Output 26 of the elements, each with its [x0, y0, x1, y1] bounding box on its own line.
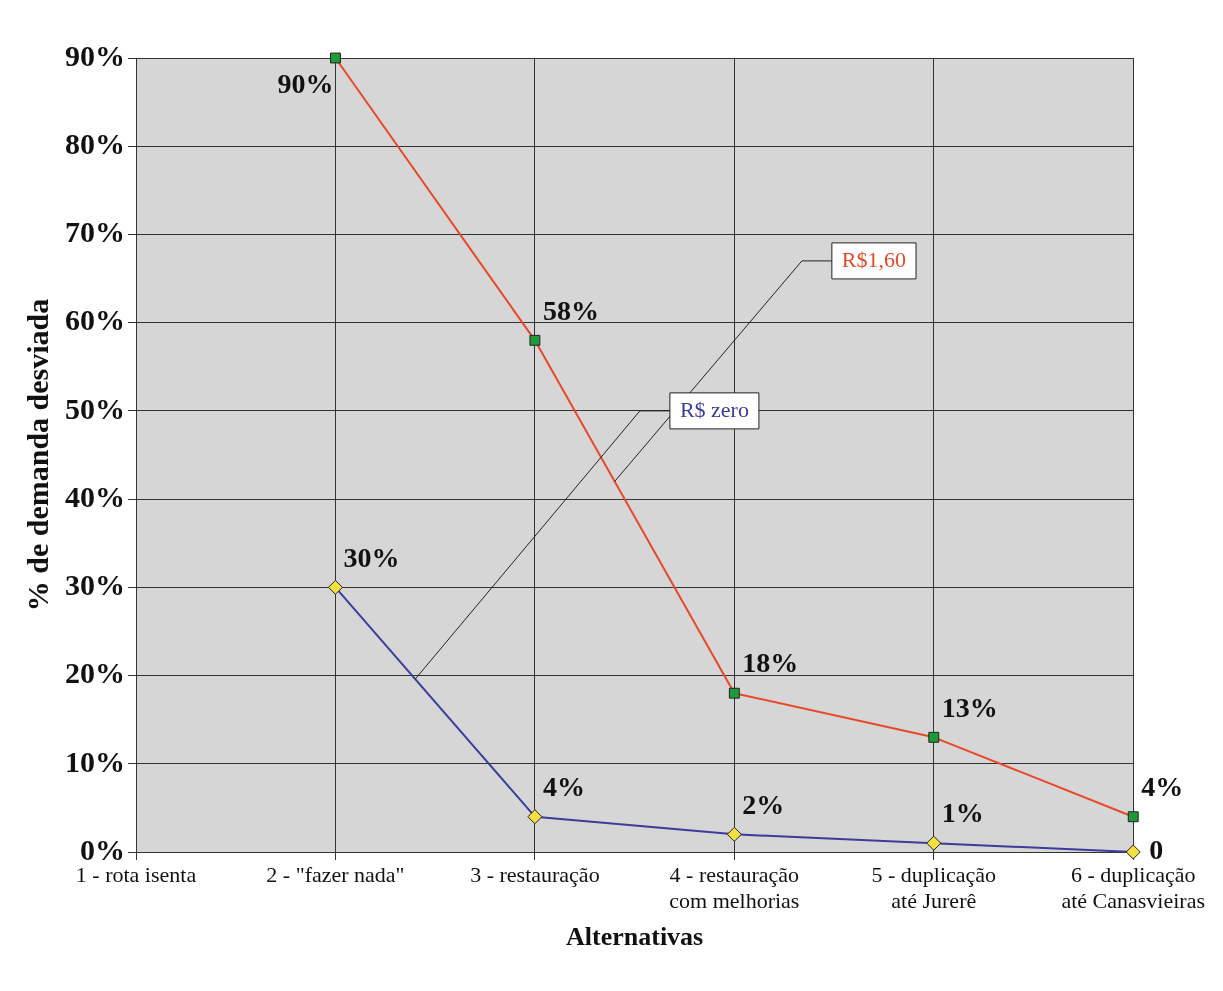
y-tick-label: 10%	[65, 744, 125, 778]
x-tick-label: 5 - duplicação até Jurerê	[871, 861, 997, 914]
y-tick-label: 40%	[65, 479, 125, 513]
data-label: 4%	[542, 770, 585, 802]
y-tick-label: 70%	[65, 215, 125, 249]
x-tick-label: 4 - restauração com melhorias	[669, 861, 800, 914]
data-label: 1%	[941, 797, 984, 829]
x-axis-title: Alternativas	[566, 922, 704, 952]
data-label: 13%	[941, 691, 998, 723]
y-tick-label: 50%	[65, 391, 125, 425]
data-label: 2%	[742, 788, 785, 820]
x-tick-label: 2 - "fazer nada"	[266, 861, 405, 887]
y-tick-label: 30%	[65, 568, 125, 602]
y-tick-label: 90%	[65, 38, 125, 72]
x-tick-label: 3 - restauração	[470, 861, 600, 887]
y-tick-label: 60%	[65, 303, 125, 337]
data-label: 30%	[343, 541, 400, 573]
data-label: 58%	[542, 294, 599, 326]
text: R$1,60	[841, 246, 907, 272]
y-axis-title: % de demanda desviada	[20, 298, 54, 612]
y-tick-label: 20%	[65, 656, 125, 690]
text: R$ zero	[679, 396, 749, 422]
data-label: 4%	[1141, 770, 1184, 802]
y-tick-label: 80%	[65, 126, 125, 160]
data-label: 90%	[277, 68, 334, 100]
data-label: 18%	[742, 647, 799, 679]
